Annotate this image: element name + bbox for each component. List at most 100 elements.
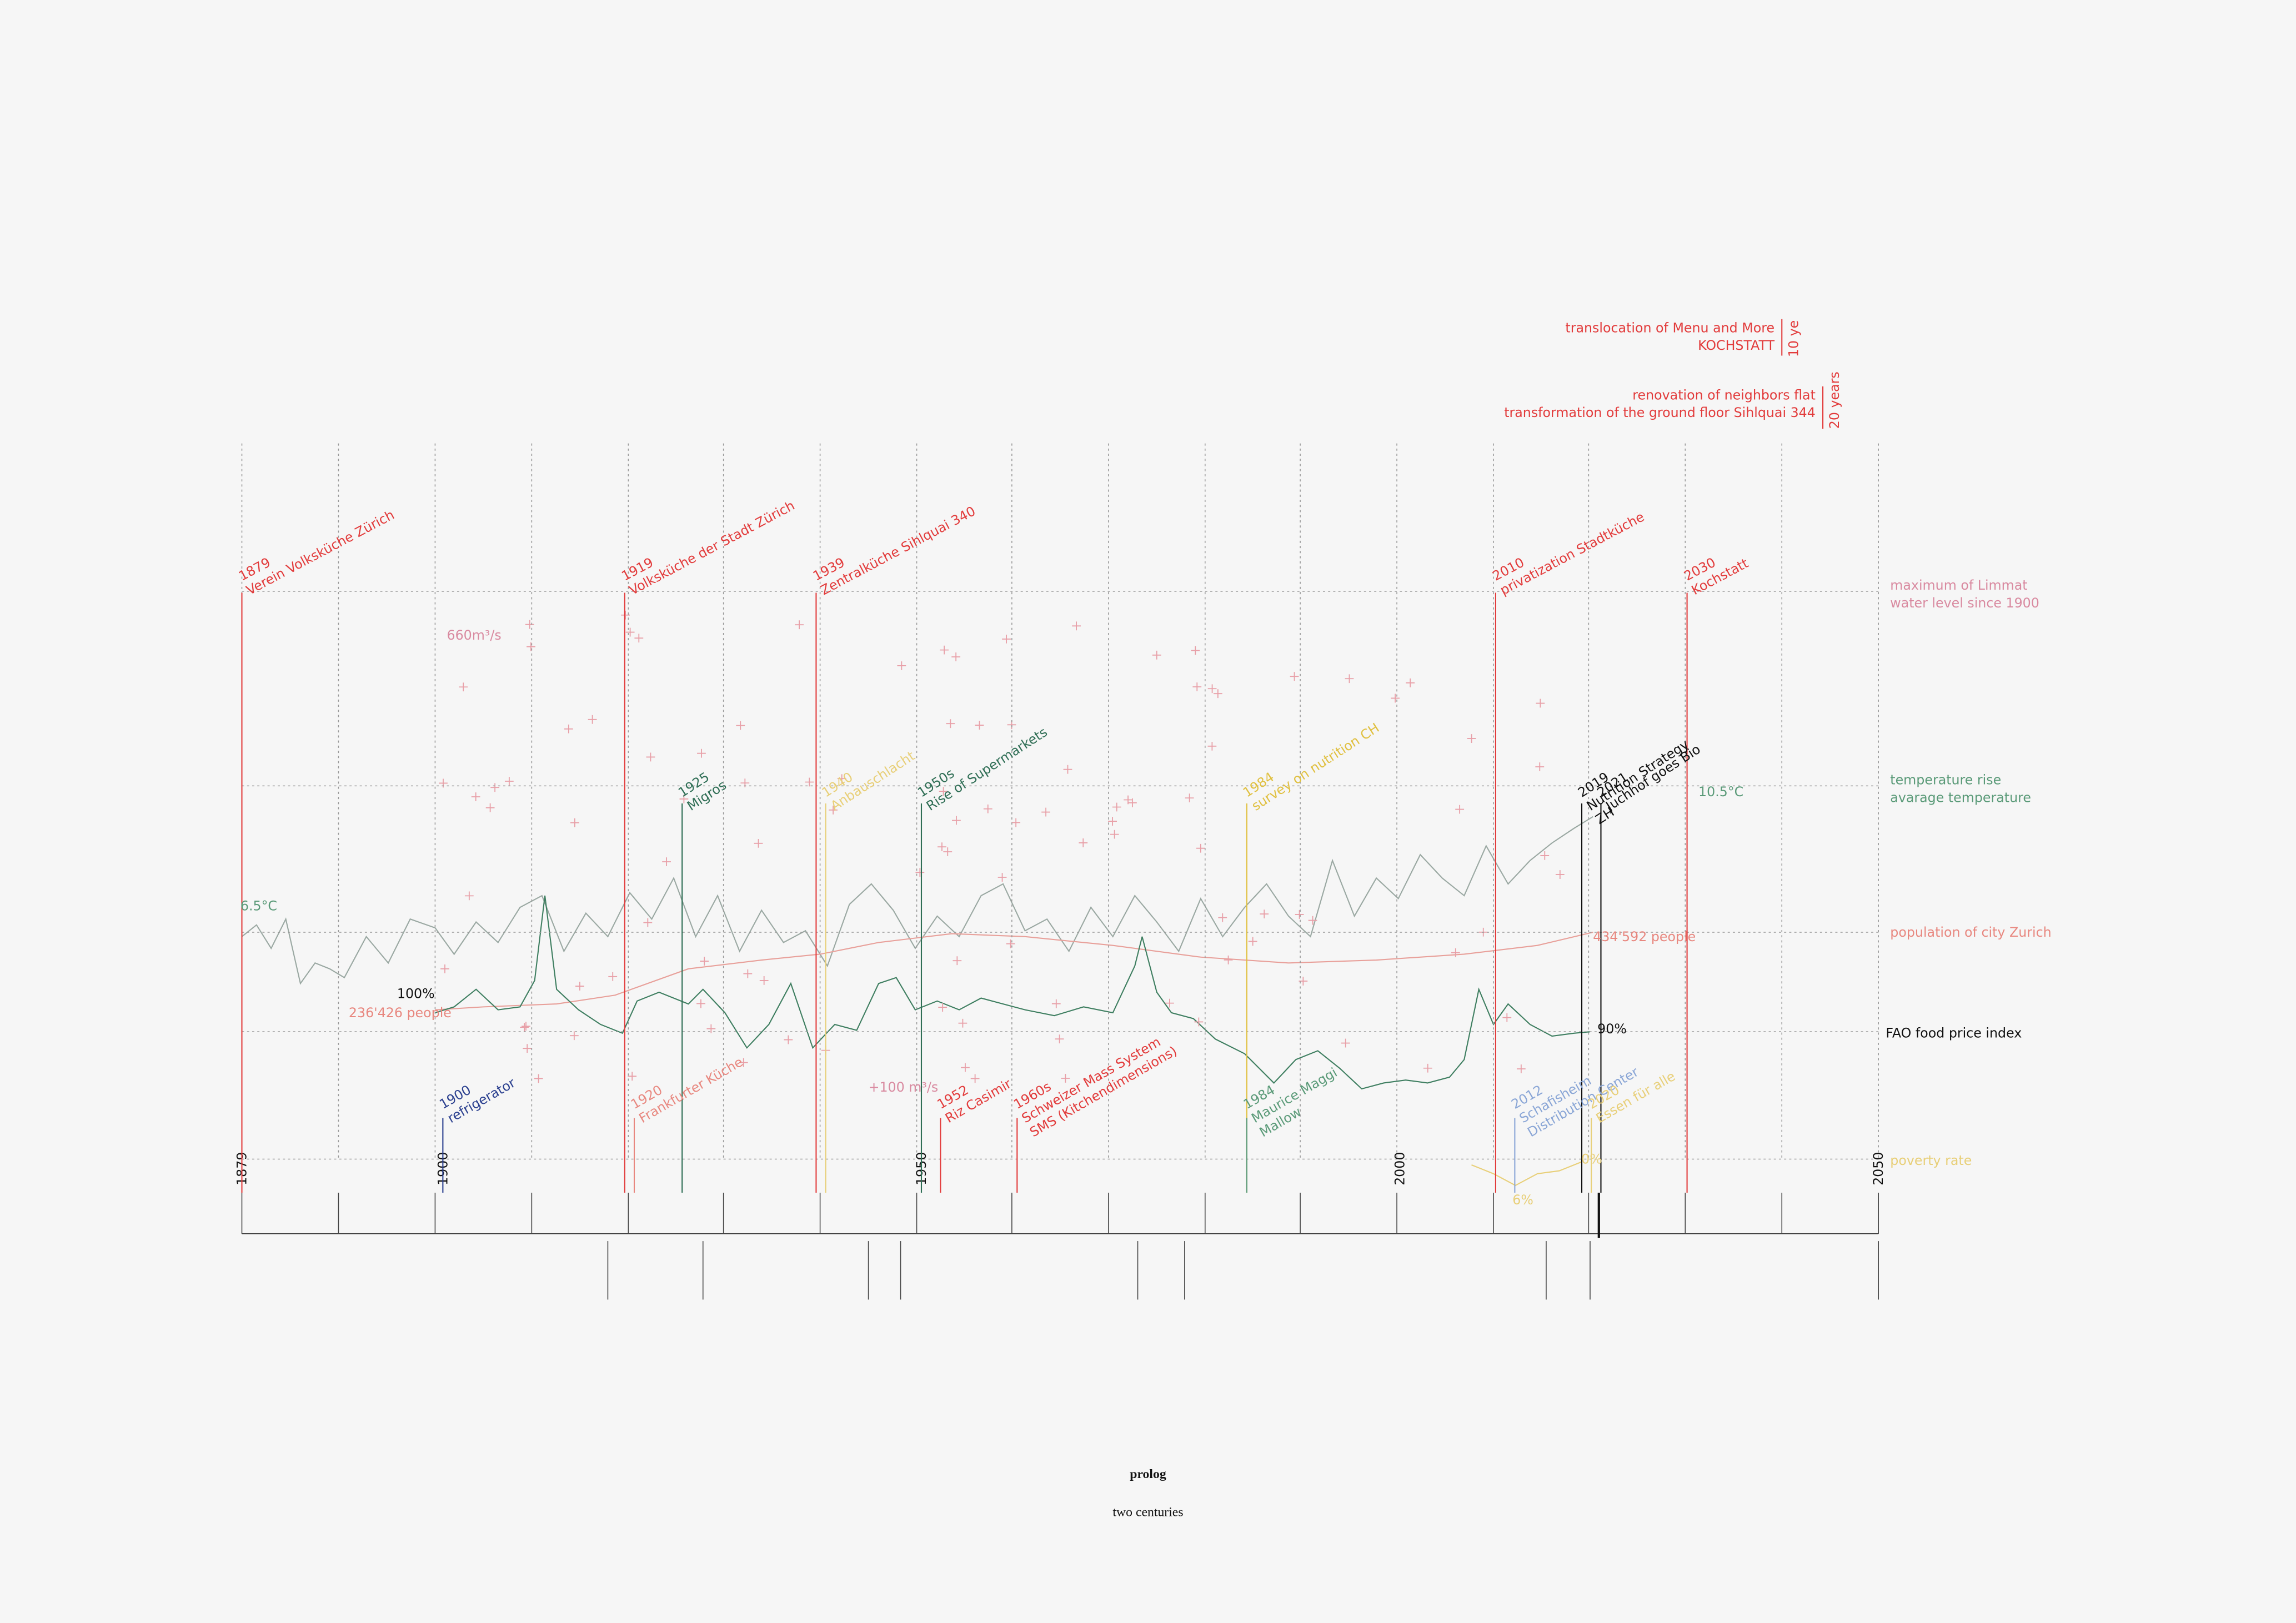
cross [459,682,468,692]
cross [1002,634,1011,644]
cross [588,715,597,724]
event-text: Schweizer Mass System [1019,1034,1164,1126]
cross [1194,1017,1204,1027]
cross [1516,1064,1526,1073]
annotation: 6.5°C [240,898,277,913]
cross [754,838,763,848]
cross [1041,807,1051,817]
cross [997,873,1007,882]
cross [643,918,653,927]
annotation: 434'592 people [1593,929,1696,944]
cross [1536,699,1545,708]
cross [1011,818,1021,827]
cross [1406,678,1415,687]
note-span: 10 ye [1786,320,1801,357]
poverty-curve [1471,1161,1582,1187]
water-level-marks [439,610,1565,1083]
event-text: Zentralküche Sihlquai 340 [818,503,978,598]
cross [961,1063,970,1072]
cross [837,774,846,783]
legend-text: avarage temperature [1890,790,2031,805]
cross [634,634,644,643]
cross [1110,830,1119,839]
cross [739,1058,748,1067]
cross [1152,650,1161,660]
cross [915,868,925,877]
cross [569,1031,579,1041]
cross [938,842,946,852]
cross [621,610,630,620]
annotation: 90% [1597,1021,1627,1037]
annotation: +100 m³/s [869,1079,939,1095]
cross [736,721,745,730]
curves [241,816,1593,1187]
note-span: 20 years [1827,371,1842,429]
cross [1207,741,1217,751]
cross [471,792,480,801]
cross [970,1074,980,1083]
cross [608,972,618,981]
cross [628,1072,637,1081]
cross [1290,672,1299,681]
cross [1213,689,1222,699]
cross [939,787,948,796]
annotation: 660m³/s [447,627,501,643]
legend-text: FAO food price index [1886,1026,2022,1041]
cross [1299,977,1308,986]
fao-curve [435,895,1591,1090]
cross [743,969,753,978]
axis-year: 2000 [1392,1152,1408,1185]
population-curve [435,931,1593,1011]
annotation: 100% [397,986,435,1002]
cross [1308,916,1317,925]
cross [897,661,906,670]
cross [525,620,534,629]
cross [1535,762,1545,771]
cross [564,724,573,733]
cross [1295,910,1304,919]
cross [679,795,689,803]
cross [951,652,961,661]
note-text: renovation of neighbors flat [1632,388,1816,403]
cross [975,721,984,730]
cross [570,818,579,827]
cross [1079,838,1088,847]
legend-text: poverty rate [1890,1153,1972,1168]
note-text: KOCHSTATT [1698,338,1774,353]
note-text: translocation of Menu and More [1565,320,1774,335]
cross [706,1024,716,1033]
cross [1072,621,1081,631]
cross [700,957,709,966]
event-text: survey on nutrition CH [1249,720,1382,814]
cross [1191,646,1200,655]
cross [1455,805,1465,814]
cross [952,816,961,825]
cross [527,642,535,651]
annotation: 236'426 people [349,1005,452,1021]
cross [759,976,769,985]
cross [1467,734,1476,743]
cross [696,999,705,1008]
event-text: Verein Volksküche Zürich [244,507,397,598]
cross [1185,793,1194,803]
cross [946,719,955,728]
event-text: Volksküche der Stadt Zürich [626,498,797,598]
cross [1391,694,1400,703]
cross [943,847,953,857]
annotation: 10.5°C [1698,784,1743,800]
note-text: transformation of the ground floor Sihlq… [1504,405,1816,420]
annotation: 0% [1581,1151,1602,1167]
cross [795,620,804,630]
cross [662,857,671,866]
cross [1451,948,1460,957]
event-text: privatization Stadtküche [1497,509,1647,599]
cross [697,748,706,758]
cross [534,1074,543,1083]
cross [1061,1074,1070,1083]
